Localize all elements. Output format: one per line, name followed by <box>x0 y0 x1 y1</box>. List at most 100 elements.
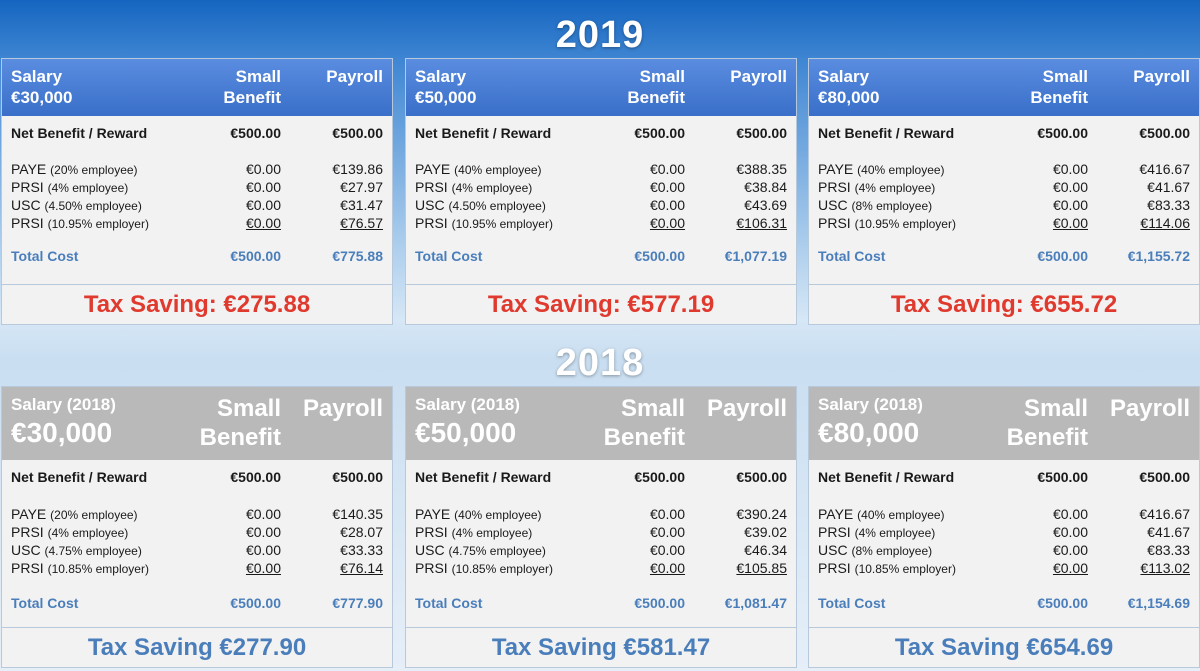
tax-rate-note: (4.75% employee) <box>44 544 142 558</box>
tax-name: USC <box>818 197 848 213</box>
tax-saving: Tax Saving: €655.72 <box>809 284 1199 324</box>
tax-saving: Tax Saving: €577.19 <box>406 284 796 324</box>
tax-rate-note: (4% employee) <box>47 526 129 540</box>
small-benefit-header: Small Benefit <box>200 394 281 452</box>
card-body: Net Benefit / Reward €500.00 €500.00 PAY… <box>809 116 1199 286</box>
total-cost-row: Total Cost €500.00 €777.90 <box>2 595 392 613</box>
total-cost-row: Total Cost €500.00 €1,154.69 <box>809 595 1199 613</box>
net-benefit-payroll: €500.00 <box>332 125 383 141</box>
tax-row-label: PRSI (4% employee) <box>818 179 935 195</box>
total-cost-payroll: €1,077.19 <box>724 248 787 264</box>
net-benefit-small: €500.00 <box>634 469 685 485</box>
card-header: Salary €80,000 Small Benefit Payroll <box>809 59 1199 116</box>
card-body: Net Benefit / Reward €500.00 €500.00 PAY… <box>406 460 796 630</box>
small-benefit-header-line1: Small <box>620 395 685 422</box>
tax-row: PRSI (4% employee) €0.00 €27.97 <box>2 179 392 197</box>
small-benefit-header-line1: Small <box>639 67 685 86</box>
tax-row-label: PAYE (40% employee) <box>415 506 542 522</box>
tax-row: PRSI (10.95% employer) €0.00 €114.06 <box>809 215 1199 233</box>
net-benefit-label: Net Benefit / Reward <box>818 125 955 141</box>
total-cost-label: Total Cost <box>11 248 79 264</box>
tax-row-payroll: €38.84 <box>744 179 787 195</box>
payroll-header: Payroll <box>302 395 383 422</box>
net-benefit-label: Net Benefit / Reward <box>11 125 148 141</box>
tax-rate-note: (4.50% employee) <box>448 199 546 213</box>
tax-row-payroll: €114.06 <box>1140 215 1190 231</box>
total-cost-row: Total Cost €500.00 €775.88 <box>2 248 392 266</box>
tax-row-label: PRSI (4% employee) <box>11 524 128 540</box>
small-benefit-header-line1: Small <box>1042 67 1088 86</box>
tax-row-payroll: €41.67 <box>1147 524 1190 540</box>
tax-row-payroll: €105.85 <box>736 560 787 576</box>
card-header: Salary (2018) €50,000 Small Benefit Payr… <box>406 387 796 460</box>
tax-rate-note: (20% employee) <box>50 163 138 177</box>
tax-row-label: PRSI (10.95% employer) <box>415 215 553 231</box>
tax-rate-note: (10.95% employer) <box>854 217 956 231</box>
tax-row-small: €0.00 <box>245 197 281 213</box>
tax-row-small: €0.00 <box>1052 161 1088 177</box>
small-benefit-header-line2: Benefit <box>199 424 281 451</box>
salary-amount: €50,000 <box>415 88 477 107</box>
tax-rate-note: (40% employee) <box>857 163 945 177</box>
net-benefit-row: Net Benefit / Reward €500.00 €500.00 <box>406 469 796 487</box>
tax-name: PRSI <box>818 560 851 576</box>
net-benefit-label: Net Benefit / Reward <box>11 469 148 485</box>
salary-header: Salary €80,000 <box>818 66 879 108</box>
tax-rate-note: (4.75% employee) <box>448 544 546 558</box>
salary-header: Salary (2018) €50,000 <box>415 394 520 449</box>
small-benefit-header-line2: Benefit <box>1006 424 1088 451</box>
tax-row-small: €0.00 <box>245 215 281 231</box>
tax-rate-note: (4% employee) <box>451 526 533 540</box>
tax-row-payroll: €76.57 <box>340 215 383 231</box>
net-benefit-payroll: €500.00 <box>1139 125 1190 141</box>
tax-row-payroll: €140.35 <box>332 506 383 522</box>
tax-row: PRSI (10.85% employer) €0.00 €76.14 <box>2 560 392 578</box>
tax-rate-note: (4.50% employee) <box>44 199 142 213</box>
tax-name: PAYE <box>818 506 854 522</box>
tax-row-payroll: €139.86 <box>332 161 383 177</box>
tax-row-label: PAYE (40% employee) <box>415 161 542 177</box>
tax-saving: Tax Saving: €275.88 <box>2 284 392 324</box>
tax-name: USC <box>415 197 445 213</box>
net-benefit-row: Net Benefit / Reward €500.00 €500.00 <box>809 125 1199 143</box>
salary-label: Salary (2018) <box>415 395 520 414</box>
total-cost-row: Total Cost €500.00 €1,077.19 <box>406 248 796 266</box>
payroll-header: Payroll <box>326 67 383 86</box>
net-benefit-row: Net Benefit / Reward €500.00 €500.00 <box>809 469 1199 487</box>
tax-name: USC <box>415 542 445 558</box>
tax-rate-note: (40% employee) <box>857 508 945 522</box>
tax-row-small: €0.00 <box>245 506 281 522</box>
total-cost-small: €500.00 <box>1037 595 1088 611</box>
tax-row-label: PRSI (10.85% employer) <box>818 560 956 576</box>
tax-row: PRSI (4% employee) €0.00 €41.67 <box>809 524 1199 542</box>
tax-row: USC (4.50% employee) €0.00 €31.47 <box>2 197 392 215</box>
tax-row-payroll: €390.24 <box>736 506 787 522</box>
tax-name: PRSI <box>11 215 44 231</box>
tax-card-y2018-1: Salary (2018) €50,000 Small Benefit Payr… <box>405 386 797 668</box>
tax-row-payroll: €106.31 <box>736 215 787 231</box>
tax-row-payroll: €416.67 <box>1139 506 1190 522</box>
tax-row-label: PRSI (10.85% employer) <box>415 560 553 576</box>
tax-row-small: €0.00 <box>649 506 685 522</box>
tax-row-label: PRSI (4% employee) <box>11 179 128 195</box>
payroll-header: Payroll <box>730 67 787 86</box>
tax-saving: Tax Saving €581.47 <box>406 627 796 667</box>
tax-rate-note: (10.85% employer) <box>854 562 956 576</box>
total-cost-label: Total Cost <box>11 595 79 611</box>
tax-row-small: €0.00 <box>1052 560 1088 576</box>
payroll-header: Payroll <box>1109 395 1190 422</box>
tax-row-small: €0.00 <box>245 524 281 540</box>
net-benefit-row: Net Benefit / Reward €500.00 €500.00 <box>2 125 392 143</box>
tax-name: PAYE <box>11 506 47 522</box>
tax-row-payroll: €76.14 <box>340 560 383 576</box>
total-cost-label: Total Cost <box>818 248 886 264</box>
tax-row-small: €0.00 <box>649 197 685 213</box>
salary-label: Salary (2018) <box>11 395 116 414</box>
tax-row-payroll: €41.67 <box>1147 179 1190 195</box>
tax-row-small: €0.00 <box>245 161 281 177</box>
tax-saving: Tax Saving €277.90 <box>2 627 392 667</box>
net-benefit-small: €500.00 <box>1037 125 1088 141</box>
salary-header: Salary (2018) €30,000 <box>11 394 116 449</box>
tax-row-label: PRSI (4% employee) <box>415 524 532 540</box>
card-body: Net Benefit / Reward €500.00 €500.00 PAY… <box>809 460 1199 630</box>
